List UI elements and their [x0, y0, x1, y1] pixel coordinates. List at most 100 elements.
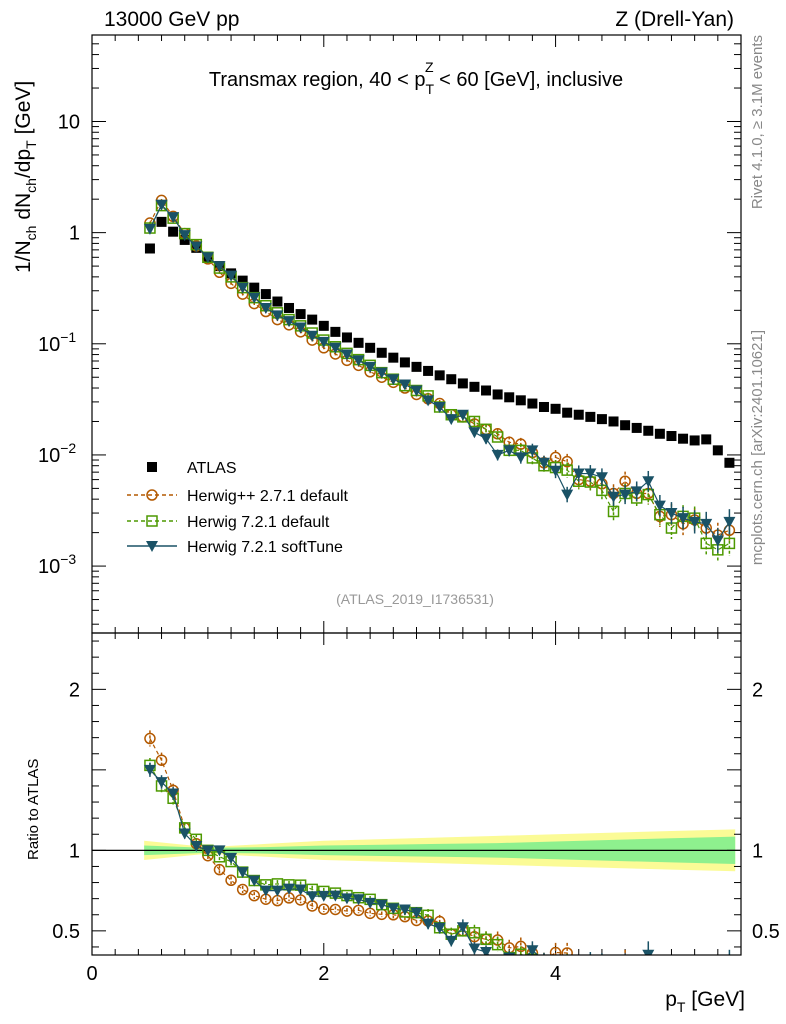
- ratio-point: [632, 965, 642, 975]
- ratio-point: [539, 959, 549, 969]
- data-point: [480, 433, 493, 445]
- plot-title-sup: Z: [425, 59, 434, 75]
- data-point: [562, 407, 573, 418]
- data-point: [653, 500, 666, 512]
- data-point: [364, 361, 377, 373]
- data-point: [423, 365, 434, 376]
- ratio-point: [352, 904, 365, 917]
- data-point: [619, 489, 632, 501]
- data-point: [481, 385, 492, 396]
- ratio-point: [445, 935, 458, 947]
- data-point: [665, 508, 678, 520]
- y-tick-label: 10−3: [38, 551, 76, 578]
- ratio-point: [480, 933, 492, 946]
- data-point: [503, 445, 516, 457]
- plot-title-pre: Transmax region, 40 < p: [209, 69, 426, 91]
- data-point: [168, 226, 179, 237]
- ratio-series-herwig-7-2-1-default: [144, 757, 665, 986]
- ratio-point: [526, 953, 539, 955]
- legend-marker: [146, 489, 158, 501]
- y-tick-label: 10: [58, 111, 80, 133]
- ratio-point: [655, 976, 665, 986]
- y-tick-label-base: 10: [38, 556, 60, 578]
- ratio-point: [631, 963, 643, 974]
- ratio-point: [585, 964, 595, 974]
- y-tick-label: 10−2: [38, 440, 76, 467]
- y-tick-label-base: 10: [38, 334, 60, 356]
- data-point: [550, 403, 561, 414]
- data-point: [307, 314, 318, 325]
- data-point: [561, 455, 573, 468]
- ratio-point: [410, 907, 423, 919]
- data-point: [724, 457, 735, 468]
- y-tick-label-exponent: −1: [60, 329, 76, 345]
- data-point: [561, 464, 573, 476]
- ratio-y-tick-label: 2: [69, 679, 80, 701]
- ratio-point: [236, 867, 249, 879]
- ratio-point: [283, 883, 296, 895]
- ratio-y-tick-label-right: 2: [752, 679, 763, 701]
- ratio-point: [456, 922, 469, 934]
- plot-title-sub: T: [425, 81, 434, 97]
- x-label-a: p: [665, 988, 677, 1011]
- ratio-point: [318, 903, 330, 915]
- data-point: [156, 216, 167, 227]
- ratio-point: [632, 969, 642, 979]
- data-point: [654, 428, 665, 439]
- series-line: [149, 199, 730, 536]
- data-point: [410, 385, 423, 397]
- data-point: [434, 370, 445, 381]
- ratio-y-axis-label: Ratio to ATLAS: [25, 759, 42, 860]
- y-label-a-sub: ch: [23, 226, 39, 241]
- data-point: [387, 374, 400, 386]
- data-point: [271, 310, 284, 322]
- x-tick-label: 4: [550, 963, 561, 985]
- plot-title: Transmax region, 40 < pTZ < 60 [GeV], in…: [209, 59, 623, 97]
- ratio-point: [352, 894, 365, 906]
- series-herwig-7-2-1-default: [144, 199, 736, 563]
- data-point: [596, 414, 607, 425]
- rivet-version-label: Rivet 4.1.0, ≥ 3.1M events: [749, 35, 766, 209]
- data-point: [689, 435, 700, 446]
- data-point: [190, 241, 203, 253]
- data-point: [422, 395, 435, 407]
- legend-marker: [146, 541, 158, 552]
- ratio-point: [597, 970, 607, 980]
- ratio-axis-ticks: [91, 633, 742, 955]
- legend-label: Herwig 7.2.1 default: [187, 514, 330, 531]
- ratio-point: [585, 965, 595, 975]
- x-tick-label: 0: [86, 963, 97, 985]
- data-point: [143, 223, 156, 235]
- ratio-point: [294, 884, 307, 896]
- data-point: [642, 476, 655, 488]
- ratio-point: [655, 977, 665, 987]
- ratio-point: [596, 958, 608, 969]
- data-point: [295, 309, 306, 320]
- ratio-point: [562, 957, 572, 967]
- ratio-point: [190, 840, 203, 852]
- data-point: [526, 445, 539, 457]
- top-axis-ticks: [91, 34, 742, 633]
- data-point: [561, 489, 574, 501]
- ratio-point: [317, 890, 330, 902]
- data-point: [491, 449, 504, 461]
- data-point: [398, 379, 411, 391]
- ratio-point: [213, 863, 226, 876]
- ratio-point: [225, 852, 238, 864]
- legend-label: ATLAS: [187, 460, 237, 477]
- data-point: [678, 433, 689, 444]
- ratio-point: [375, 899, 388, 911]
- data-point: [446, 374, 457, 385]
- ratio-point: [248, 875, 261, 887]
- top-data-series: [143, 194, 736, 563]
- data-point: [456, 409, 469, 421]
- ratio-point: [677, 975, 689, 986]
- legend-marker: [147, 462, 157, 472]
- y-tick-label-base: 1: [69, 223, 80, 245]
- ratio-point: [574, 964, 584, 974]
- data-point: [340, 349, 353, 361]
- y-label-c: /dp: [12, 149, 35, 178]
- legend-label: Herwig 7.2.1 softTune: [187, 539, 343, 556]
- ratio-point: [329, 890, 342, 902]
